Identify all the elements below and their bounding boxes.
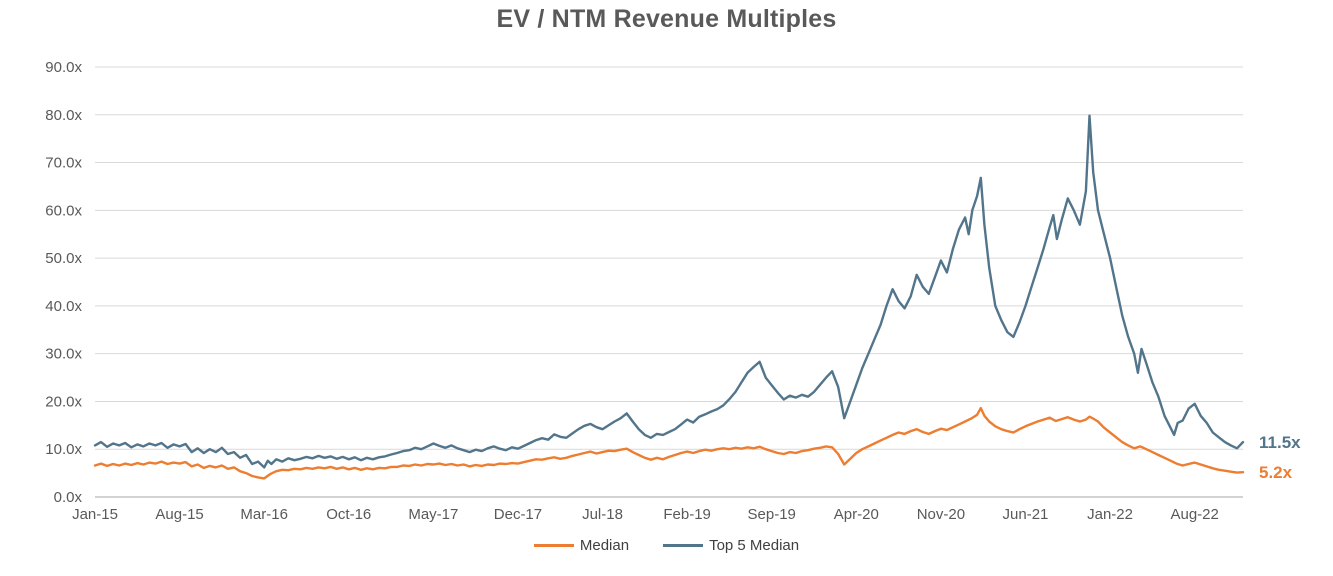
top5-end-value-label: 11.5x	[1259, 433, 1301, 452]
x-axis-tick-label: Jan-15	[72, 506, 118, 523]
series-line-top5	[93, 114, 1245, 469]
y-axis-tick-label: 20.0x	[45, 393, 82, 410]
x-axis-tick-label: Feb-19	[663, 506, 711, 523]
legend-label-top5: Top 5 Median	[709, 537, 800, 554]
x-axis-tick-label: Jun-21	[1003, 506, 1049, 523]
x-axis-tick-label: Sep-19	[748, 506, 796, 523]
chart-title: EV / NTM Revenue Multiples	[496, 5, 837, 33]
legend-item-median: Median	[533, 537, 630, 554]
x-axis-tick-label: May-17	[408, 506, 458, 523]
y-axis-tick-label: 60.0x	[45, 202, 82, 219]
legend-label-median: Median	[579, 537, 630, 554]
x-axis-tick-label: Nov-20	[917, 506, 965, 523]
y-axis-tick-label: 10.0x	[45, 441, 82, 458]
y-axis-tick-label: 40.0x	[45, 298, 82, 315]
legend-item-top5: Top 5 Median	[663, 537, 799, 554]
median-line-swatch-icon	[533, 544, 574, 547]
y-axis-tick-label: 0.0x	[54, 489, 83, 506]
y-axis-tick-label: 50.0x	[45, 250, 82, 267]
x-axis-tick-label: Aug-15	[155, 506, 203, 523]
y-axis-tick-label: 30.0x	[45, 346, 82, 363]
x-axis-tick-label: Jul-18	[582, 506, 623, 523]
series-layer	[93, 114, 1245, 480]
y-axis-tick-label: 80.0x	[45, 107, 82, 124]
y-axis-tick-label: 90.0x	[45, 59, 82, 76]
x-axis-tick-label: Dec-17	[494, 506, 542, 523]
series-line-median	[93, 406, 1245, 480]
median-end-value-label: 5.2x	[1259, 463, 1293, 482]
x-axis-tick-label: Mar-16	[240, 506, 288, 523]
legend: Median Top 5 Median	[0, 537, 1333, 554]
x-axis-tick-label: Aug-22	[1170, 506, 1218, 523]
x-axis-tick-label: Apr-20	[834, 506, 879, 523]
x-axis-tick-label: Jan-22	[1087, 506, 1133, 523]
gridlines-layer: 0.0x 10.0x 20.0x 30.0x 40.0x 50.0x 60.0x 70.0x 8…	[45, 59, 1243, 523]
y-axis-tick-label: 70.0x	[45, 155, 82, 172]
top5-line-swatch-icon	[663, 544, 704, 547]
x-axis-tick-label: Oct-16	[326, 506, 371, 523]
